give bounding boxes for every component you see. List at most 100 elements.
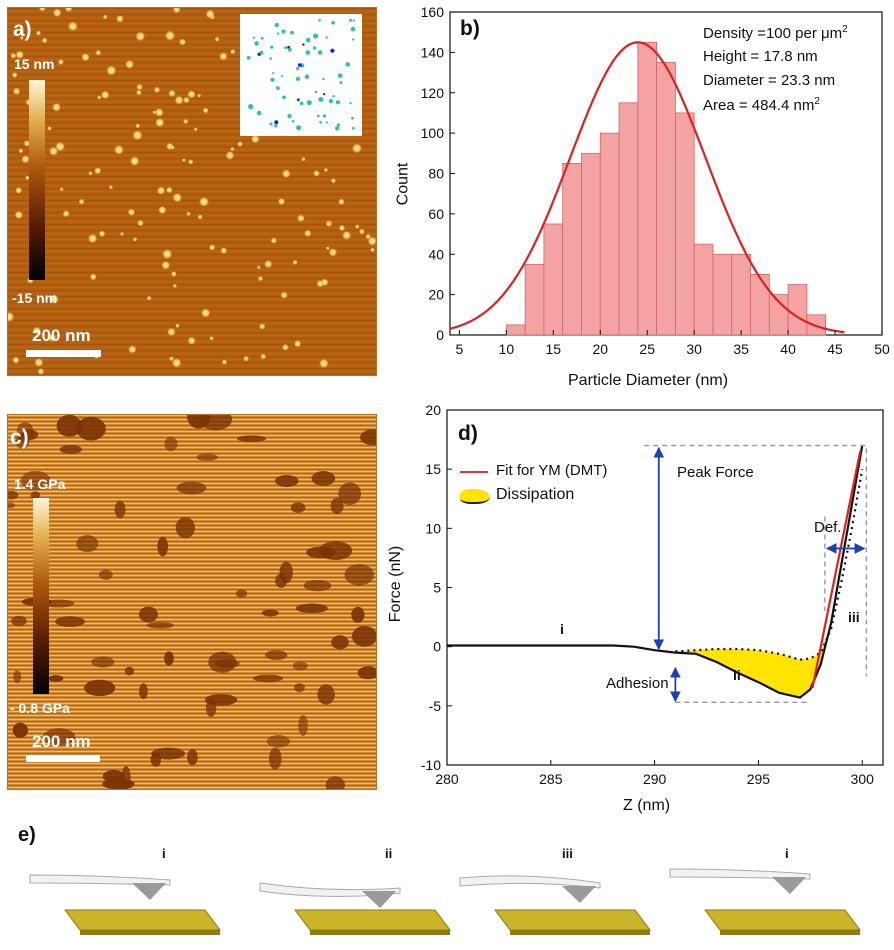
detected-particle xyxy=(319,120,322,124)
particle xyxy=(54,141,66,152)
particle xyxy=(127,208,136,217)
soft-domain xyxy=(208,651,237,673)
particle xyxy=(281,169,291,179)
region-iii-label: iii xyxy=(848,609,860,625)
particle xyxy=(161,260,171,270)
cantilever-stage: i xyxy=(669,846,861,935)
histogram-bar xyxy=(750,274,770,336)
histogram-chart: 5 10 15 20 25 30 35 40 45 50 0 20 40 60 80 100 120 140 160 xyxy=(421,4,890,357)
particle xyxy=(280,291,289,299)
particle xyxy=(303,229,312,238)
particle xyxy=(325,220,333,228)
particle xyxy=(59,187,64,192)
y-tick-label: 80 xyxy=(428,166,444,182)
particle xyxy=(115,14,124,23)
soft-domain xyxy=(338,482,362,505)
substrate-edge xyxy=(80,930,220,935)
particle xyxy=(178,38,187,46)
particle xyxy=(62,210,70,218)
detected-particle xyxy=(276,86,280,90)
particle xyxy=(67,21,79,32)
soft-domain xyxy=(124,666,134,676)
particle xyxy=(281,343,289,351)
scalebar-label: 200 nm xyxy=(32,326,91,345)
soft-domain xyxy=(325,776,345,789)
detected-particle xyxy=(313,34,316,37)
substrate xyxy=(704,909,861,931)
panel-b-label: b) xyxy=(460,17,480,40)
particle xyxy=(38,8,46,12)
particle xyxy=(10,52,17,59)
panel-e-label: e) xyxy=(18,824,36,846)
particle xyxy=(21,154,30,164)
soft-domain xyxy=(265,650,288,661)
particle xyxy=(214,36,220,42)
soft-domain xyxy=(114,500,126,519)
deformation-label: Def. xyxy=(814,519,842,536)
detected-particle xyxy=(248,104,254,110)
detected-particle xyxy=(337,73,343,78)
substrate xyxy=(294,909,451,931)
soft-domain xyxy=(274,475,299,487)
legend-fit-label: Fit for YM (DMT) xyxy=(496,462,608,479)
particle xyxy=(15,186,23,194)
soft-domain xyxy=(59,445,82,454)
particle xyxy=(250,134,260,144)
histogram-bar xyxy=(787,284,808,336)
detected-particle xyxy=(345,62,350,67)
particle xyxy=(11,72,18,78)
detected-particle xyxy=(318,19,321,22)
histogram-bar xyxy=(693,243,714,336)
soft-domain xyxy=(11,615,27,627)
particle xyxy=(171,357,182,368)
particle xyxy=(182,118,189,125)
histogram-bar xyxy=(505,324,526,336)
histogram-bar xyxy=(618,102,639,336)
particle xyxy=(258,323,266,330)
detected-particle xyxy=(323,93,326,96)
particle xyxy=(41,37,48,44)
particle xyxy=(152,110,157,115)
soft-domain xyxy=(56,415,82,437)
particle xyxy=(365,233,371,240)
detected-particle xyxy=(284,46,287,49)
detected-particle xyxy=(350,26,356,32)
detected-particle xyxy=(352,19,355,22)
detected-particle xyxy=(349,102,352,105)
substrate xyxy=(64,909,221,931)
particle xyxy=(136,83,144,91)
cantilever-stage: iii xyxy=(459,846,651,935)
particle xyxy=(32,326,41,335)
soft-domain xyxy=(330,497,344,515)
detected-particle xyxy=(270,77,275,82)
particle xyxy=(165,186,173,194)
soft-domain xyxy=(294,683,305,693)
soft-domain xyxy=(84,679,116,697)
particle xyxy=(205,9,215,19)
detected-particle xyxy=(318,97,324,102)
soft-domain xyxy=(157,536,168,557)
detected-particle xyxy=(314,90,318,94)
soft-domain xyxy=(306,546,336,559)
histogram-bar xyxy=(637,41,658,336)
particle xyxy=(135,89,142,96)
detected-particle xyxy=(296,125,302,131)
soft-domain xyxy=(290,502,306,513)
particle xyxy=(24,175,30,181)
particle xyxy=(338,224,346,232)
x-tick-label: 45 xyxy=(827,341,843,357)
y-tick-label: 10 xyxy=(425,520,441,536)
soft-domain xyxy=(298,715,308,736)
particle xyxy=(18,148,24,154)
x-tick-label: 50 xyxy=(874,341,890,357)
detected-particle xyxy=(336,123,340,127)
histogram-bar xyxy=(581,152,601,336)
histogram-bar xyxy=(674,112,695,336)
detected-particle xyxy=(352,38,355,41)
particle xyxy=(98,230,106,238)
particle xyxy=(301,156,306,162)
detected-particle xyxy=(269,122,273,126)
particle xyxy=(358,228,366,235)
particle xyxy=(256,265,261,270)
soft-domain xyxy=(175,517,195,539)
